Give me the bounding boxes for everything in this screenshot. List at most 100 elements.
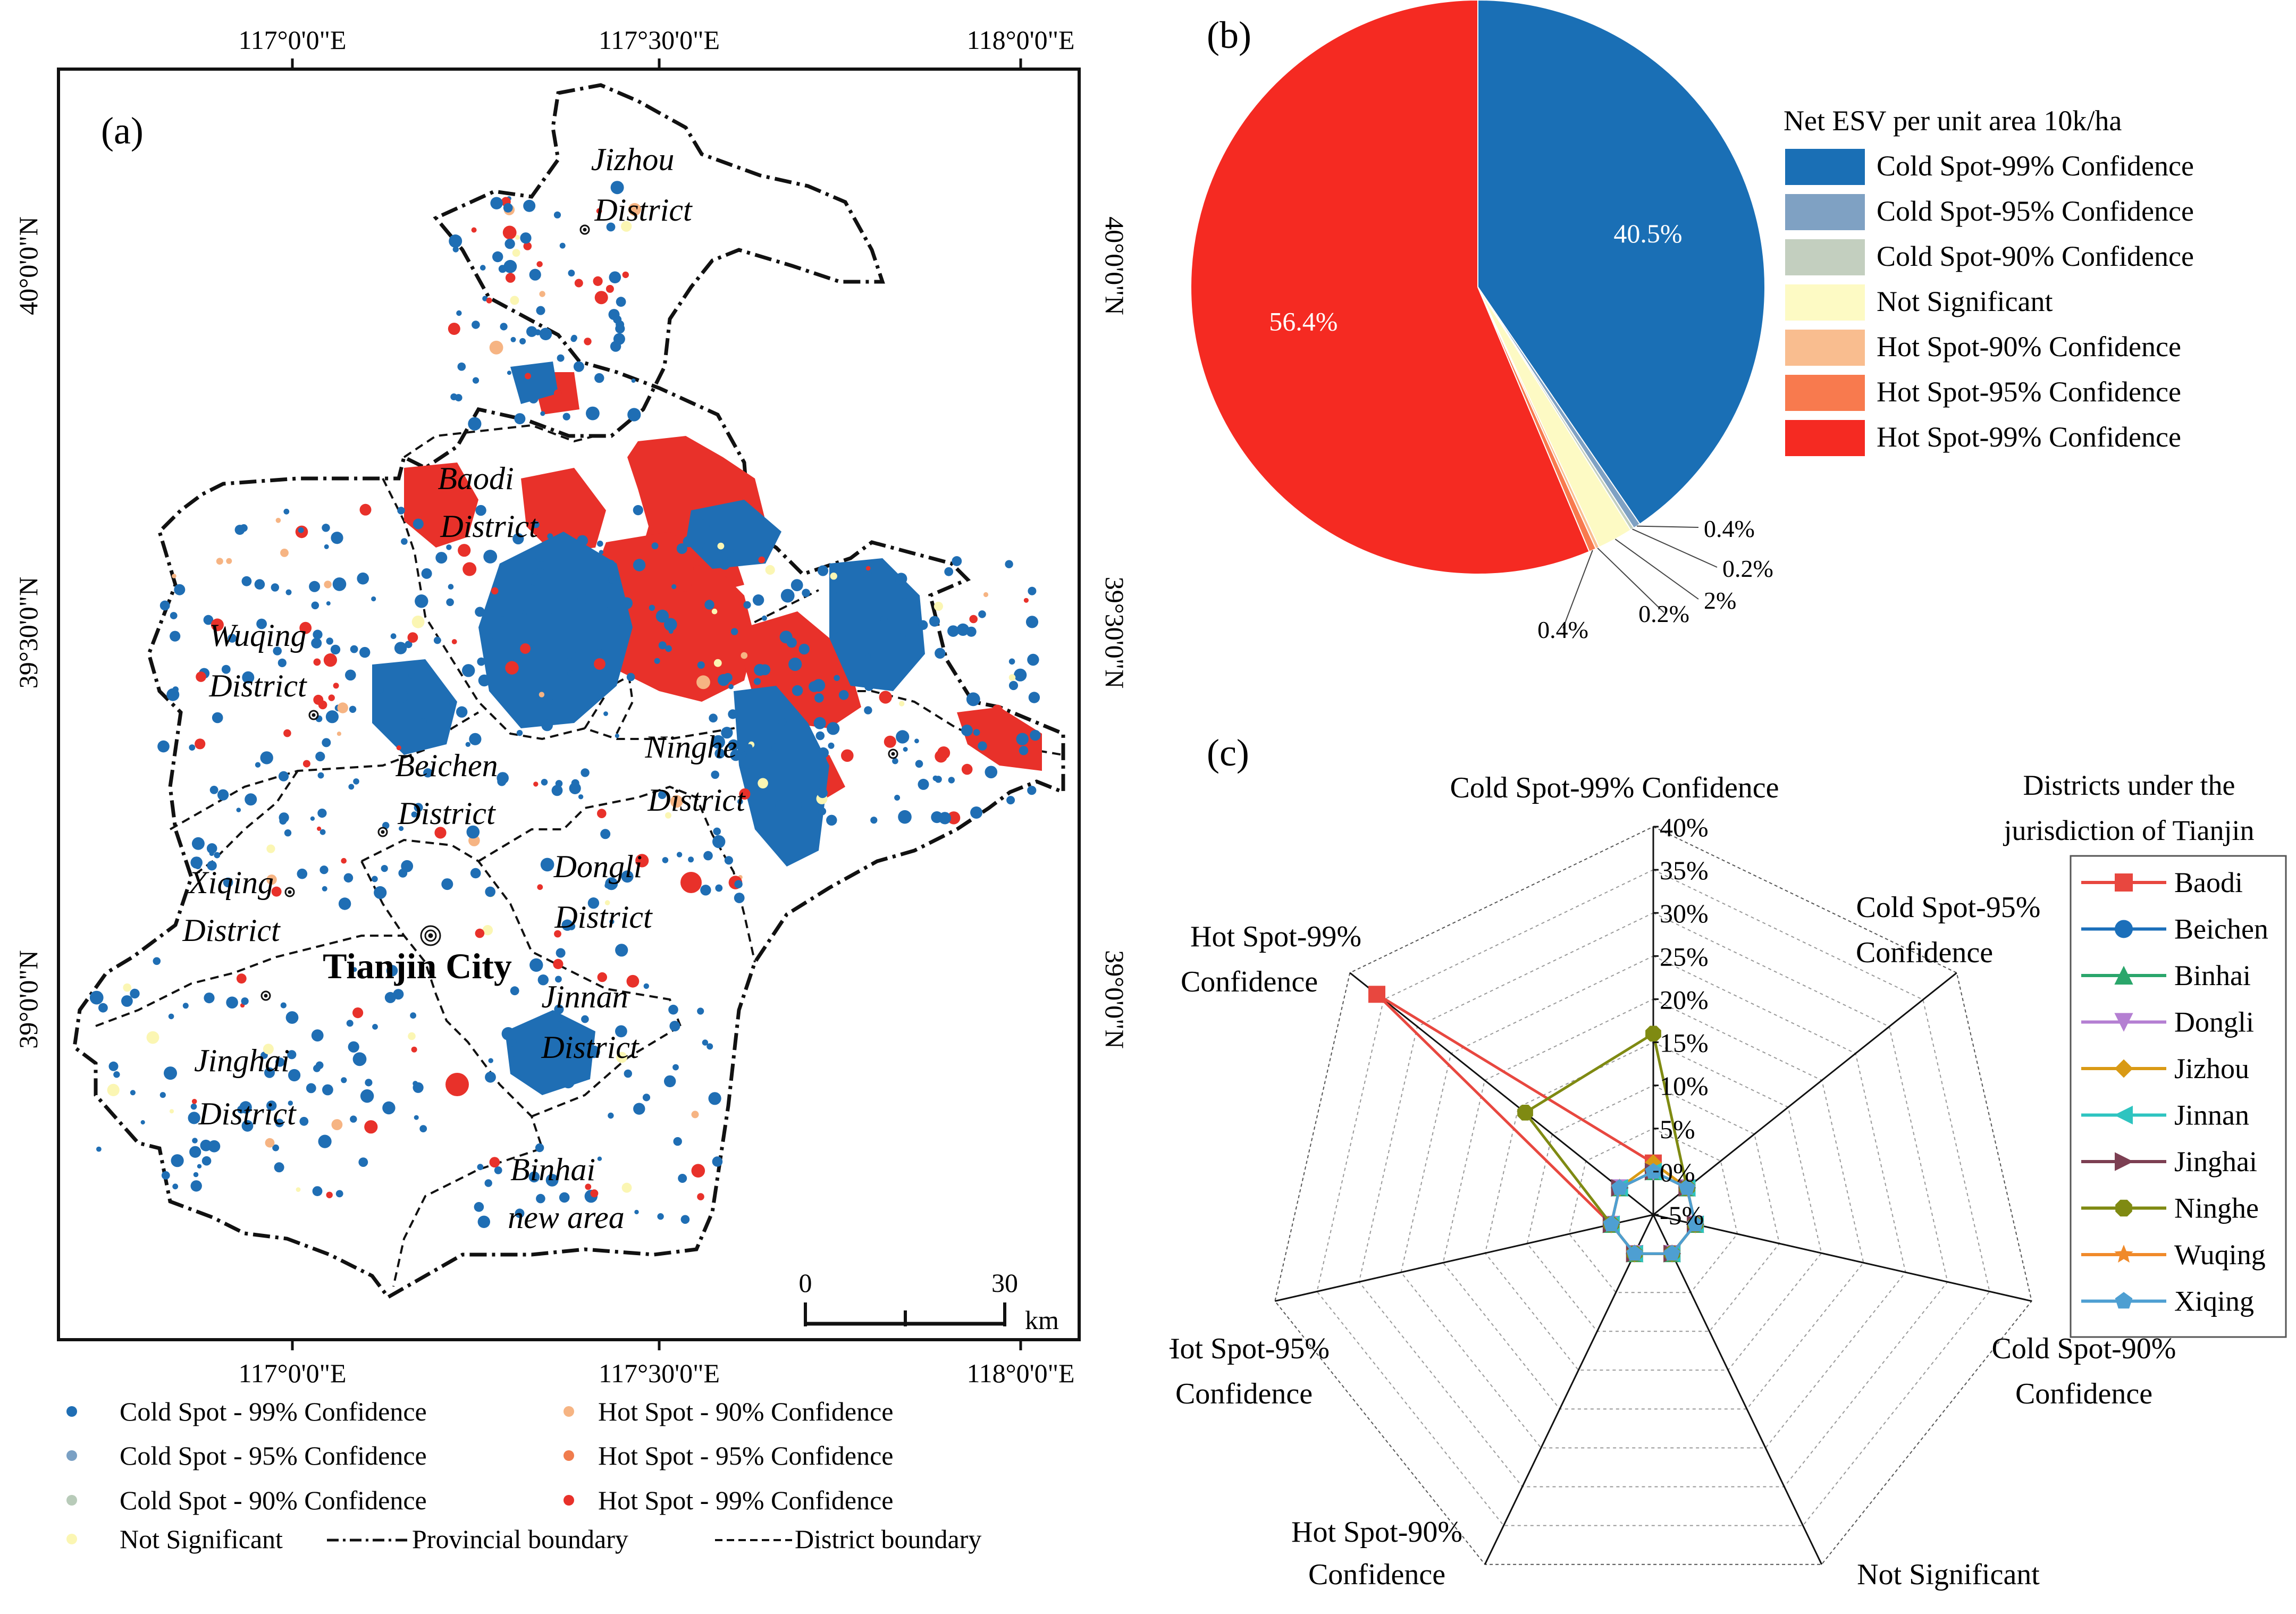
- cold-spot-clusters: [372, 362, 925, 1095]
- pie-legend-label: Hot Spot-95% Confidence: [1877, 376, 2181, 408]
- map-dot: [610, 341, 621, 352]
- map-dot: [678, 1174, 687, 1183]
- map-dot: [140, 1120, 145, 1125]
- map-dot: [323, 653, 338, 667]
- map-dot: [608, 1112, 614, 1119]
- district-label: Jinghai: [194, 1043, 290, 1078]
- radar-axis-label: Cold Spot-95%: [1856, 891, 2041, 924]
- map-dot: [528, 1171, 540, 1183]
- hotspot-cluster: [521, 468, 606, 553]
- map-dot: [172, 1183, 179, 1190]
- map-dot: [514, 413, 526, 425]
- map-dot: [708, 1092, 721, 1105]
- map-dot: [676, 852, 683, 858]
- lat-tick-left: 40°0'0"N: [13, 216, 43, 315]
- map-dot: [504, 239, 515, 249]
- radar-marker: [1603, 1215, 1620, 1232]
- radar-legend-label: Binhai: [2174, 960, 2251, 991]
- map-dot: [792, 685, 803, 696]
- district-label: District: [554, 900, 653, 935]
- map-dot: [876, 581, 884, 589]
- radar-tick-label: 0%: [1660, 1157, 1695, 1187]
- map-dot: [657, 1213, 664, 1220]
- map-dot: [734, 893, 745, 903]
- pie-value-label: 0.4%: [1704, 515, 1755, 542]
- map-dot: [841, 749, 854, 762]
- bottom-lon-tick: 117°30'0"E: [599, 1358, 720, 1388]
- scale-bar: 0 30 km: [799, 1268, 1059, 1335]
- map-dot: [311, 637, 322, 649]
- map-dot: [728, 739, 739, 751]
- city-label: Tianjin City: [323, 946, 512, 986]
- map-dot: [778, 718, 787, 726]
- map-dot: [577, 594, 588, 604]
- radar-marker: [2115, 920, 2133, 938]
- map-dot: [553, 389, 562, 398]
- map-dot: [651, 542, 659, 550]
- map-dot: [313, 1064, 321, 1072]
- pie-slice: [1477, 0, 1765, 525]
- map-dot: [817, 565, 829, 576]
- map-dot: [324, 544, 329, 549]
- map-dot: [561, 919, 573, 931]
- map-dot: [318, 1134, 332, 1148]
- map-dot: [826, 814, 837, 826]
- map-dot: [643, 983, 650, 989]
- map-dot: [236, 973, 247, 984]
- radar-tick-label: 25%: [1660, 942, 1709, 971]
- radar-axis-label: Not Significant: [1857, 1558, 2040, 1591]
- map-dot: [771, 743, 779, 752]
- map-dot: [929, 616, 940, 627]
- map-dot: [621, 221, 632, 232]
- map-dot: [658, 791, 667, 799]
- map-dot: [520, 643, 531, 654]
- map-dot: [597, 972, 608, 982]
- map-dot: [168, 1013, 174, 1020]
- map-dot: [879, 691, 892, 704]
- map-dot: [241, 997, 249, 1005]
- legend-dot: [564, 1450, 574, 1461]
- map-dot: [448, 323, 460, 335]
- map-dot: [658, 641, 667, 650]
- map-dot: [245, 793, 257, 806]
- map-dot: [446, 598, 454, 607]
- map-dot: [326, 601, 331, 606]
- map-dot: [1028, 692, 1040, 703]
- map-dot: [172, 574, 176, 578]
- map-dot: [1028, 586, 1037, 595]
- lat-tick-left: 39°30'0"N: [13, 577, 43, 689]
- map-dot: [265, 1138, 275, 1148]
- map-dot: [581, 1049, 588, 1057]
- map-dot: [817, 788, 828, 798]
- map-dot: [551, 612, 557, 619]
- map-dot: [359, 646, 371, 658]
- map-dot: [130, 988, 140, 999]
- map-dot: [599, 550, 604, 555]
- map-dot: [475, 928, 485, 938]
- map-dot: [508, 1046, 519, 1057]
- map-dot: [364, 1120, 378, 1134]
- map-dot: [704, 600, 714, 610]
- map-dot: [226, 996, 238, 1009]
- map-dot: [609, 919, 615, 924]
- map-dot: [394, 642, 407, 654]
- map-dot: [734, 880, 743, 888]
- legend-label: District boundary: [795, 1524, 981, 1554]
- map-dot: [761, 615, 767, 621]
- radar-tick-label: 35%: [1660, 855, 1709, 885]
- map-dot: [536, 306, 545, 315]
- map-dot: [322, 524, 330, 532]
- map-dot: [746, 744, 753, 750]
- legend-dot: [564, 1406, 574, 1417]
- map-dot: [545, 697, 553, 705]
- map-dot: [164, 1066, 177, 1080]
- map-dot: [802, 589, 810, 598]
- map-dot: [721, 727, 733, 739]
- map-dot: [700, 885, 711, 896]
- radar-marker: [2115, 1292, 2133, 1309]
- map-dot: [673, 1137, 682, 1146]
- map-dot: [627, 408, 641, 422]
- map-dot: [649, 604, 655, 611]
- map-dot: [711, 735, 725, 749]
- map-dot: [353, 778, 359, 785]
